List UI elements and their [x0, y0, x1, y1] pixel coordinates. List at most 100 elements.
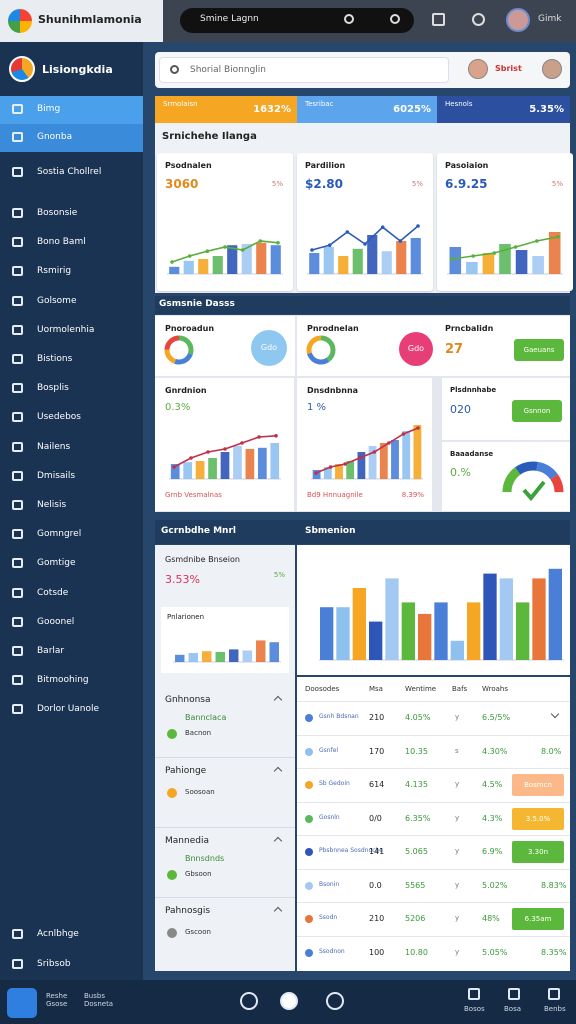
search-field[interactable]: Shorial Bionnglin [159, 57, 449, 83]
bottom-icon[interactable] [548, 988, 560, 1000]
card-value: 1 % [307, 402, 327, 413]
kpi-label: Srmolaisn [163, 100, 198, 108]
card-title: Prncbalidn [445, 324, 494, 333]
nav-label: Golsome [37, 295, 77, 306]
nav-item[interactable]: Sostia Chollrel [0, 159, 143, 187]
row-name: Gosnln [319, 813, 340, 821]
card-value: 3060 [165, 177, 199, 191]
nav-label: Barlar [37, 646, 65, 656]
nav-item[interactable]: Barlar [0, 638, 143, 666]
bar [195, 461, 205, 479]
nav-item[interactable]: Nelisis [0, 492, 143, 520]
data-table: Doosodes Msa Wentime Bafs Wroahs Gsnh Bdsnan 2… [297, 677, 570, 971]
bottom-label: Bosa [504, 1005, 522, 1013]
nav-item[interactable]: Bistions [0, 346, 143, 374]
chevron [550, 709, 560, 719]
nav-item[interactable]: Uormolenhia [0, 317, 143, 345]
status-badge[interactable]: 3.5.0% [512, 807, 564, 830]
nav-label: Nailens [37, 441, 71, 452]
bottom-icon[interactable] [468, 988, 480, 1000]
nav-icon [12, 616, 23, 627]
nav-label: Bimg [37, 104, 61, 114]
trend-point [172, 465, 176, 469]
chart-card: Dnsdnbnna 1 % Bd9 Hnnuagnile 8.39% [297, 378, 432, 511]
search-text: Shorial Bionnglin [190, 65, 267, 75]
card-footer: Grnb Vesmalnas [165, 491, 222, 499]
group: Gnhnonsa Bannclaca Bacnon [155, 687, 295, 755]
nav-icon [12, 412, 23, 423]
nav-item[interactable]: Acnlbhge [0, 922, 143, 948]
nav-item[interactable]: Usedebos [0, 404, 143, 432]
nav-icon [12, 500, 23, 510]
bottom-icon[interactable] [508, 988, 520, 1000]
card-title: Pardilion [305, 161, 346, 170]
nav-item[interactable]: Sribsob [0, 952, 143, 978]
nav-item[interactable]: Bitmoohing [0, 667, 143, 695]
chart [306, 335, 336, 365]
search-bar[interactable]: Smine Lagnn [180, 8, 414, 33]
action-button[interactable]: Gaeuans [514, 339, 564, 361]
gauge-segment [502, 461, 564, 508]
small-card: Plsdnnhabe 020 Gsnnon [442, 378, 570, 440]
nav-label: Gnonba [37, 132, 73, 142]
nav-item[interactable]: Dorlor Uanole [0, 696, 143, 724]
bar [241, 244, 252, 274]
bar [385, 578, 399, 660]
bar [323, 467, 332, 479]
row-status: 8.83% [541, 880, 567, 890]
group-item: Soosoan [185, 788, 215, 796]
bar [410, 238, 421, 274]
nav-label: Rsmirig [37, 266, 72, 277]
action-button[interactable]: Gsnnon [512, 400, 562, 422]
bar [450, 640, 464, 660]
section-title: Sbmenion [305, 526, 356, 536]
bottom-icon[interactable] [326, 992, 344, 1010]
nav-item[interactable]: Golsome [0, 288, 143, 316]
card-title: Pnlarionen [167, 613, 205, 621]
row-rate: 6.9% [482, 847, 503, 856]
nav-item[interactable]: Nailens [0, 434, 143, 462]
nav-item[interactable]: Dmisails [0, 463, 143, 491]
row-share: 4.05% [405, 713, 431, 722]
row-dot [305, 781, 313, 789]
nav-item[interactable]: Bosplis [0, 375, 143, 403]
bottom-icon[interactable] [240, 992, 258, 1010]
card-change: 5% [411, 180, 423, 188]
bar [183, 260, 194, 274]
status-badge[interactable]: 3.30n [512, 841, 564, 863]
icon-button[interactable] [472, 13, 485, 26]
nav-icon [12, 237, 23, 248]
trend-point [187, 254, 192, 258]
bar [391, 440, 399, 479]
status-dot [167, 870, 177, 880]
card-title: Pnoroadun [165, 324, 215, 333]
status-badge[interactable]: Bosmcn [512, 774, 564, 796]
card-change: 5% [551, 180, 563, 188]
nav-item[interactable]: Cotsde [0, 580, 143, 608]
kpi-value: 1632% [253, 104, 291, 115]
trend-point [327, 243, 332, 247]
card-value: 0.% [450, 466, 471, 479]
nav-icon [12, 558, 23, 569]
nav-item[interactable]: Gomtige [0, 550, 143, 578]
status-badge[interactable]: 6.35am [512, 908, 564, 930]
nav-item[interactable]: Rsmirig [0, 258, 143, 286]
nav-item[interactable]: Bimg [0, 96, 143, 124]
nav-item[interactable]: Gomngrel [0, 521, 143, 549]
home-button[interactable] [7, 988, 37, 1018]
stat-card: Prncbalidn 27 Gaeuans [437, 316, 570, 376]
bottom-icon[interactable] [280, 992, 298, 1010]
nav-item[interactable]: Bosonsie [0, 200, 143, 228]
nav-item[interactable]: Gooonel [0, 609, 143, 637]
bar [309, 253, 320, 274]
kpi-tile: Tesribac 6025% [297, 96, 437, 123]
row-name: Ssodn [319, 914, 338, 921]
row-dot [305, 915, 313, 923]
nav-item[interactable]: Bono Baml [0, 229, 143, 257]
nav-item[interactable]: Gnonba [0, 124, 143, 152]
row-share: 6.35% [405, 813, 431, 823]
group-sub: Bnnsdnds [185, 854, 225, 863]
trend-point [380, 225, 385, 229]
icon-button[interactable] [432, 13, 445, 26]
